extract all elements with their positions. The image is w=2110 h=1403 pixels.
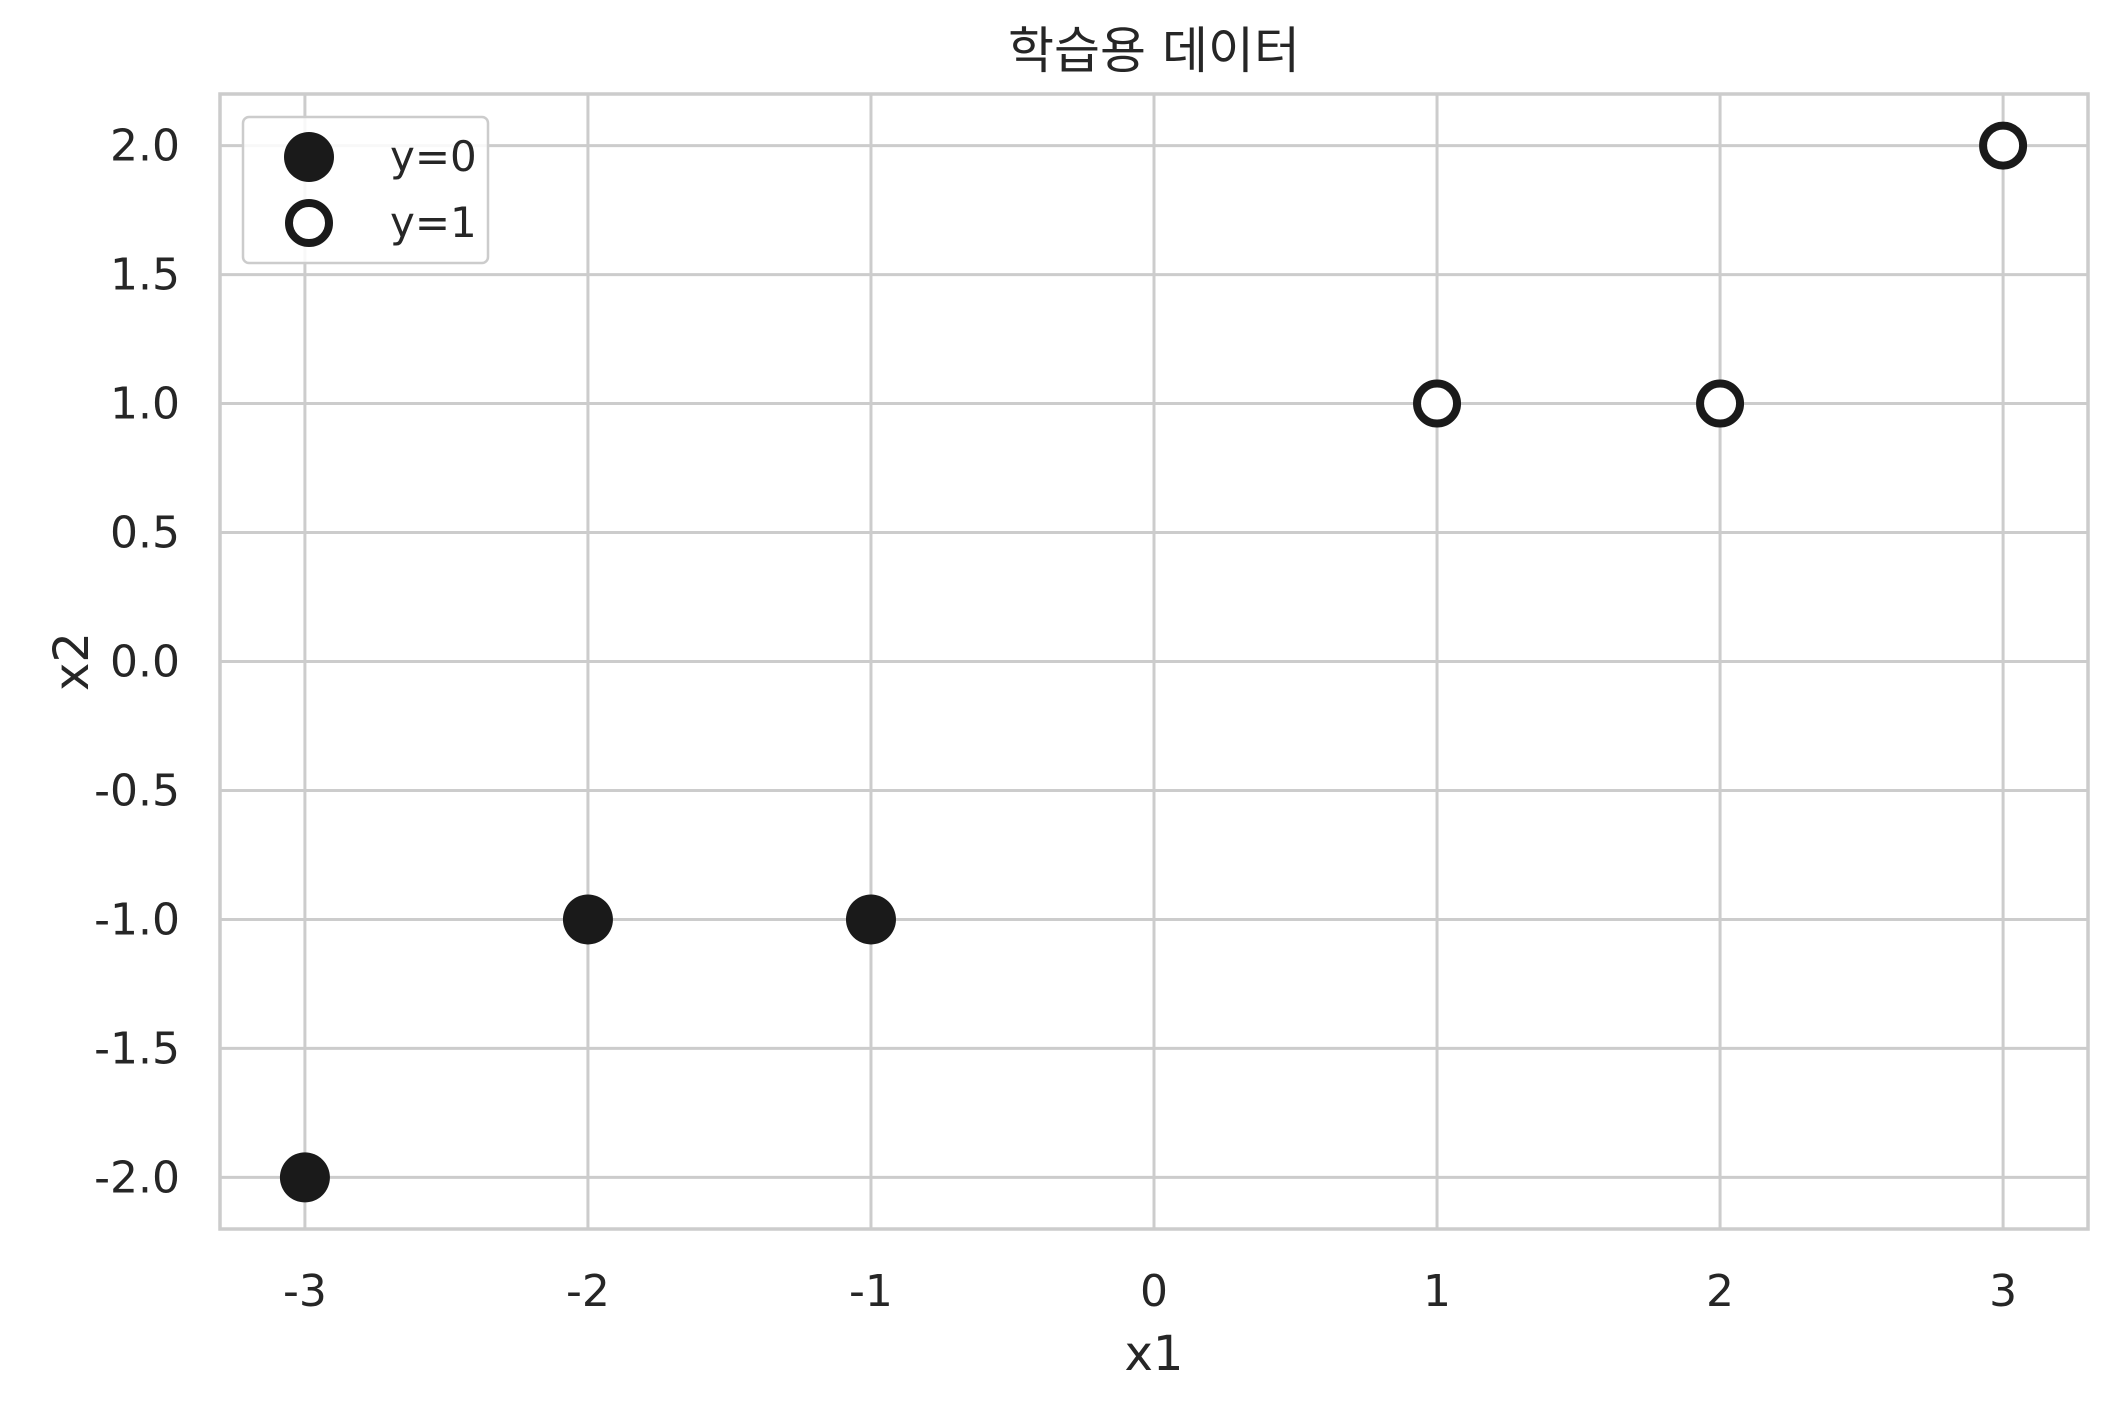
legend-label: y=1 [390, 198, 477, 247]
y-tick-label: 1.5 [110, 250, 180, 301]
y-tick-label: -1.0 [94, 894, 180, 945]
data-point-filled [845, 894, 896, 945]
data-point-open [1979, 121, 2028, 170]
y-tick-label: -1.5 [94, 1023, 180, 1074]
y-tick-label: 2.0 [110, 121, 180, 172]
legend-item: y=1 [285, 198, 477, 247]
data-point-filled [279, 1152, 330, 1203]
chart-title: 학습용 데이터 [1008, 22, 1300, 80]
legend-marker-filled [284, 132, 334, 182]
legend-label: y=0 [390, 132, 477, 181]
x-tick-labels: -3 -2 -1 0 1 2 3 [283, 1266, 2017, 1317]
data-points [279, 121, 2028, 1203]
legend-items: y=0y=1 [284, 132, 477, 247]
y-tick-label: 1.0 [110, 379, 180, 430]
y-tick-label: -2.0 [94, 1152, 180, 1203]
grid-lines [220, 94, 2088, 1229]
series-y=1 [1413, 121, 2028, 428]
y-tick-label: 0.5 [110, 508, 180, 559]
data-point-open [1413, 379, 1462, 428]
data-point-open [1696, 379, 1745, 428]
y-axis-label: x2 [44, 632, 100, 691]
y-tick-label: 0.0 [110, 637, 180, 688]
series-y=0 [279, 894, 896, 1203]
y-tick-labels: 2.0 1.5 1.0 0.5 0.0 -0.5 -1.0 -1.5 -2.0 [94, 121, 180, 1204]
x-tick-label: 2 [1706, 1266, 1734, 1317]
x-tick-label: 0 [1140, 1266, 1168, 1317]
x-tick-label: 3 [1989, 1266, 2017, 1317]
x-tick-label: -3 [283, 1266, 327, 1317]
legend: y=0y=1 [241, 115, 490, 265]
x-tick-label: 1 [1423, 1266, 1451, 1317]
data-point-filled [562, 894, 613, 945]
legend-item: y=0 [284, 132, 477, 182]
y-tick-label: -0.5 [94, 765, 180, 816]
x-axis-label: x1 [1125, 1326, 1184, 1382]
x-tick-label: -2 [566, 1266, 610, 1317]
plot-frame [218, 92, 2090, 1231]
x-tick-label: -1 [849, 1266, 893, 1317]
legend-marker-open [285, 199, 333, 247]
